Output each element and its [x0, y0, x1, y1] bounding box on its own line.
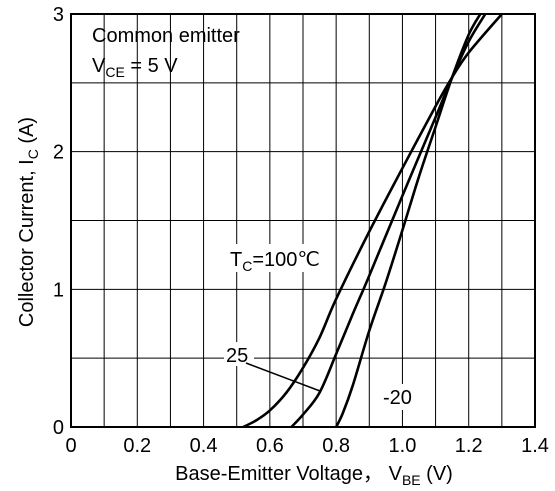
x-tick-label: 0.2 [123, 435, 151, 457]
tm20-label-bg [380, 384, 420, 410]
x-tick-label: 1.4 [521, 435, 549, 457]
x-tick-label: 0.8 [322, 435, 350, 457]
y-axis-label: Collector Current, IC (A) [16, 117, 41, 327]
plot-frame [70, 13, 536, 428]
curve-label-100: TC=100℃ [230, 249, 320, 274]
x-tick-label: 0.6 [256, 435, 284, 457]
series-line--20 [334, 14, 482, 427]
x-axis-label: Base-Emitter Voltage， VBE (V) [175, 463, 453, 488]
curve-label-25-leader [245, 362, 321, 392]
curves [242, 14, 503, 427]
y-tick-label: 1 [53, 279, 64, 301]
x-tick-label: 0 [65, 435, 76, 457]
grid [71, 14, 535, 427]
y-tick-label: 3 [53, 4, 64, 26]
y-tick-label: 0 [53, 417, 64, 439]
x-tick-label: 0.4 [190, 435, 218, 457]
x-tick-label: 1.2 [455, 435, 483, 457]
x-tick-labels: 0 0.2 0.4 0.6 0.8 1.0 1.2 1.4 [65, 435, 548, 457]
condition-label: Common emitter [92, 25, 240, 47]
curve-label-m20: -20 [383, 387, 412, 409]
vce-label: VCE = 5 V [92, 55, 178, 80]
t25-label-bg [224, 342, 254, 366]
t100-label-bg [226, 244, 330, 272]
curve-label-25: 25 [226, 345, 248, 367]
y-tick-label: 2 [53, 142, 64, 164]
x-tick-label: 1.0 [389, 435, 417, 457]
y-tick-labels: 0 1 2 3 [53, 4, 64, 439]
